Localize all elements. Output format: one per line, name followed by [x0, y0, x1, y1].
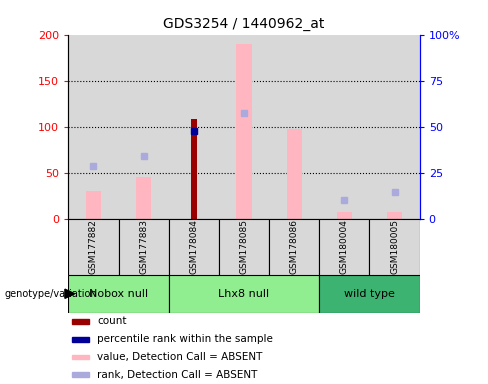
Text: GSM177883: GSM177883 [139, 219, 148, 274]
Polygon shape [65, 289, 75, 298]
Bar [169, 275, 319, 313]
Bar [387, 212, 402, 219]
Text: wild type: wild type [344, 289, 395, 299]
Text: GSM178085: GSM178085 [240, 219, 248, 274]
Title: GDS3254 / 1440962_at: GDS3254 / 1440962_at [163, 17, 325, 31]
Bar [319, 219, 369, 275]
Text: value, Detection Call = ABSENT: value, Detection Call = ABSENT [97, 352, 263, 362]
Text: GSM177882: GSM177882 [89, 219, 98, 274]
Bar [169, 35, 219, 219]
Bar [68, 275, 169, 313]
Bar [68, 219, 119, 275]
Bar [72, 372, 89, 377]
Bar [72, 354, 89, 359]
Text: genotype/variation: genotype/variation [5, 289, 98, 299]
Bar [286, 129, 302, 219]
Text: GSM180005: GSM180005 [390, 219, 399, 274]
Bar [337, 212, 352, 219]
Bar [72, 337, 89, 342]
Text: Nobox null: Nobox null [89, 289, 148, 299]
Bar [72, 319, 89, 324]
Bar [68, 35, 119, 219]
Bar [319, 35, 369, 219]
Bar [119, 219, 169, 275]
Bar [269, 219, 319, 275]
Text: GSM178084: GSM178084 [189, 219, 198, 274]
Bar [169, 219, 219, 275]
Text: Lhx8 null: Lhx8 null [219, 289, 269, 299]
Bar [136, 177, 151, 219]
Text: count: count [97, 316, 126, 326]
Bar [319, 275, 420, 313]
Bar [219, 219, 269, 275]
Bar [86, 191, 101, 219]
Bar [219, 35, 269, 219]
Text: GSM178086: GSM178086 [290, 219, 299, 274]
Bar [369, 35, 420, 219]
Text: GSM180004: GSM180004 [340, 219, 349, 274]
Bar [191, 119, 197, 219]
Bar [119, 35, 169, 219]
Bar [237, 44, 251, 219]
Bar [369, 219, 420, 275]
Bar [269, 35, 319, 219]
Text: percentile rank within the sample: percentile rank within the sample [97, 334, 273, 344]
Text: rank, Detection Call = ABSENT: rank, Detection Call = ABSENT [97, 370, 257, 380]
